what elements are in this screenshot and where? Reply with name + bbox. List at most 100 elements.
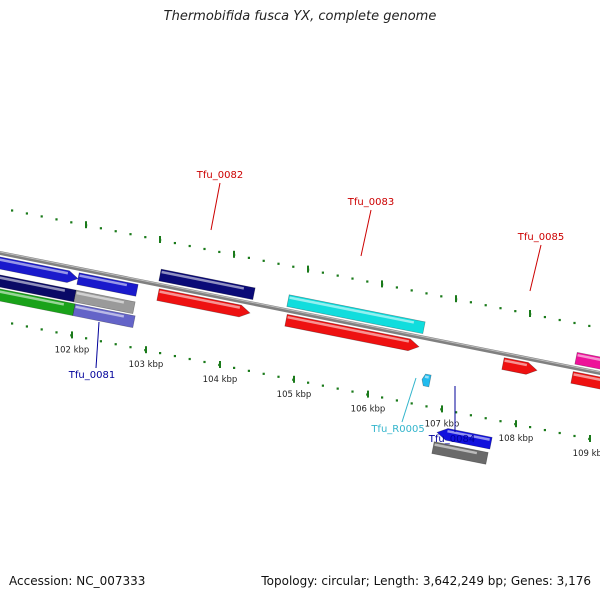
axis-label: 102 kbp bbox=[55, 345, 90, 355]
gene-label[interactable]: Tfu_0085 bbox=[517, 232, 564, 243]
tick-dot-upper bbox=[173, 241, 176, 245]
tick-dot-lower bbox=[395, 399, 398, 402]
tick-dot-upper bbox=[40, 215, 43, 218]
tick-dot-lower bbox=[11, 322, 14, 325]
gene-shape[interactable] bbox=[436, 427, 493, 450]
gene-feature[interactable] bbox=[574, 351, 600, 378]
tick-dot-upper bbox=[573, 321, 576, 325]
gene-feature[interactable] bbox=[431, 441, 489, 465]
tick-dot-upper bbox=[70, 221, 73, 224]
tick-dot-lower bbox=[469, 414, 472, 417]
tick-dot-lower bbox=[55, 331, 58, 334]
tick-dot-upper bbox=[144, 236, 147, 239]
gene-feature[interactable] bbox=[501, 357, 538, 377]
backbone-line bbox=[0, 250, 600, 376]
gene-shape[interactable] bbox=[421, 373, 432, 388]
label-leader-line bbox=[401, 377, 417, 423]
gene-highlight bbox=[0, 279, 65, 306]
tick-dot-lower bbox=[529, 426, 532, 429]
gene-feature[interactable] bbox=[156, 288, 251, 319]
gene-feature[interactable] bbox=[0, 277, 76, 317]
tick-dot-lower bbox=[203, 360, 206, 364]
tick-dot-upper bbox=[11, 209, 14, 212]
tick-dot-upper bbox=[55, 218, 58, 221]
gene-label[interactable]: Tfu_0083 bbox=[347, 197, 394, 208]
tick-dot-lower bbox=[99, 340, 102, 343]
tick-dot-upper bbox=[499, 307, 502, 310]
tick-dot-upper bbox=[558, 318, 561, 322]
tick-dot-lower bbox=[410, 402, 413, 405]
tick-dot-upper bbox=[292, 265, 295, 268]
tick-dot-lower bbox=[159, 352, 162, 355]
gene-shape[interactable] bbox=[0, 245, 79, 285]
tick-dot-upper bbox=[514, 310, 517, 313]
tick-dot-lower bbox=[573, 434, 576, 438]
tick-dot-upper bbox=[543, 315, 546, 319]
gene-label[interactable]: Tfu_R0005 bbox=[370, 424, 424, 435]
tick-dot-upper bbox=[410, 289, 413, 292]
gene-feature[interactable] bbox=[570, 371, 600, 398]
axis-label: 103 kbp bbox=[129, 360, 164, 370]
tick-dot-upper bbox=[99, 227, 102, 230]
gene-feature[interactable] bbox=[286, 294, 426, 335]
tick-dot-upper bbox=[588, 324, 591, 328]
label-leader-line bbox=[210, 182, 221, 231]
gene-labels[interactable]: Tfu_0082 Tfu_0083 Tfu_0085 Tfu_0081 Tfu_R000… bbox=[68, 170, 564, 445]
gene-feature[interactable] bbox=[436, 427, 493, 450]
tick-dot-upper bbox=[129, 233, 132, 236]
gene-shape[interactable] bbox=[0, 277, 76, 317]
gene-highlight bbox=[0, 265, 66, 292]
tick-dot-lower bbox=[277, 375, 280, 378]
tick-dot-upper bbox=[114, 230, 117, 233]
genome-backbone bbox=[0, 250, 600, 376]
gene-feature[interactable] bbox=[158, 268, 256, 301]
tick-dot-upper bbox=[277, 262, 280, 265]
gene-feature[interactable] bbox=[72, 303, 136, 329]
gene-feature[interactable] bbox=[284, 313, 420, 352]
tick-dot-lower bbox=[336, 387, 339, 390]
tick-dot-upper bbox=[188, 244, 191, 248]
gene-feature[interactable] bbox=[76, 272, 139, 297]
gene-feature[interactable] bbox=[421, 373, 432, 388]
genome-summary-text: Topology: circular; Length: 3,642,249 bp… bbox=[261, 574, 591, 588]
gene-feature[interactable] bbox=[73, 289, 136, 315]
tick-dot-upper bbox=[351, 277, 354, 280]
gene-label[interactable]: Tfu_0082 bbox=[196, 170, 243, 181]
tick-marks bbox=[11, 209, 591, 442]
gene-highlight bbox=[289, 296, 415, 324]
tick-dot-upper bbox=[395, 286, 398, 289]
tick-dot-lower bbox=[321, 384, 324, 387]
tick-dot-upper bbox=[247, 256, 250, 259]
gene-feature[interactable] bbox=[0, 245, 79, 285]
gene-highlight bbox=[79, 274, 128, 287]
gene-highlight bbox=[447, 429, 490, 441]
gene-label[interactable]: Tfu_0084 bbox=[428, 434, 475, 445]
tick-dot-lower bbox=[40, 328, 43, 331]
tick-dot-lower bbox=[425, 405, 428, 408]
tick-dot-upper bbox=[321, 271, 324, 274]
tick-dot-lower bbox=[543, 428, 546, 432]
backbone-highlight bbox=[0, 251, 600, 373]
tick-dot-upper bbox=[366, 280, 369, 283]
gene-features[interactable] bbox=[0, 245, 600, 465]
tick-dot-upper bbox=[203, 247, 206, 251]
map-title: Thermobifida fusca YX, complete genome bbox=[163, 9, 437, 24]
tick-dot-lower bbox=[484, 417, 487, 420]
tick-dot-lower bbox=[85, 337, 88, 340]
label-leader-line bbox=[529, 244, 542, 292]
tick-dot-lower bbox=[247, 369, 250, 372]
tick-dot-lower bbox=[233, 366, 236, 369]
gene-highlight bbox=[75, 305, 125, 318]
tick-dot-upper bbox=[469, 301, 472, 304]
axis-label: 106 kbp bbox=[351, 405, 386, 415]
label-leader-line bbox=[95, 321, 100, 369]
gene-label[interactable]: Tfu_0081 bbox=[68, 370, 115, 381]
tick-dot-upper bbox=[484, 304, 487, 307]
tick-dot-lower bbox=[129, 346, 132, 349]
axis-label: 107 kbp bbox=[425, 419, 460, 429]
tick-dot-upper bbox=[440, 295, 443, 298]
gene-highlight bbox=[76, 291, 125, 304]
gene-highlight bbox=[0, 247, 69, 275]
axis-label: 104 kbp bbox=[203, 375, 238, 385]
